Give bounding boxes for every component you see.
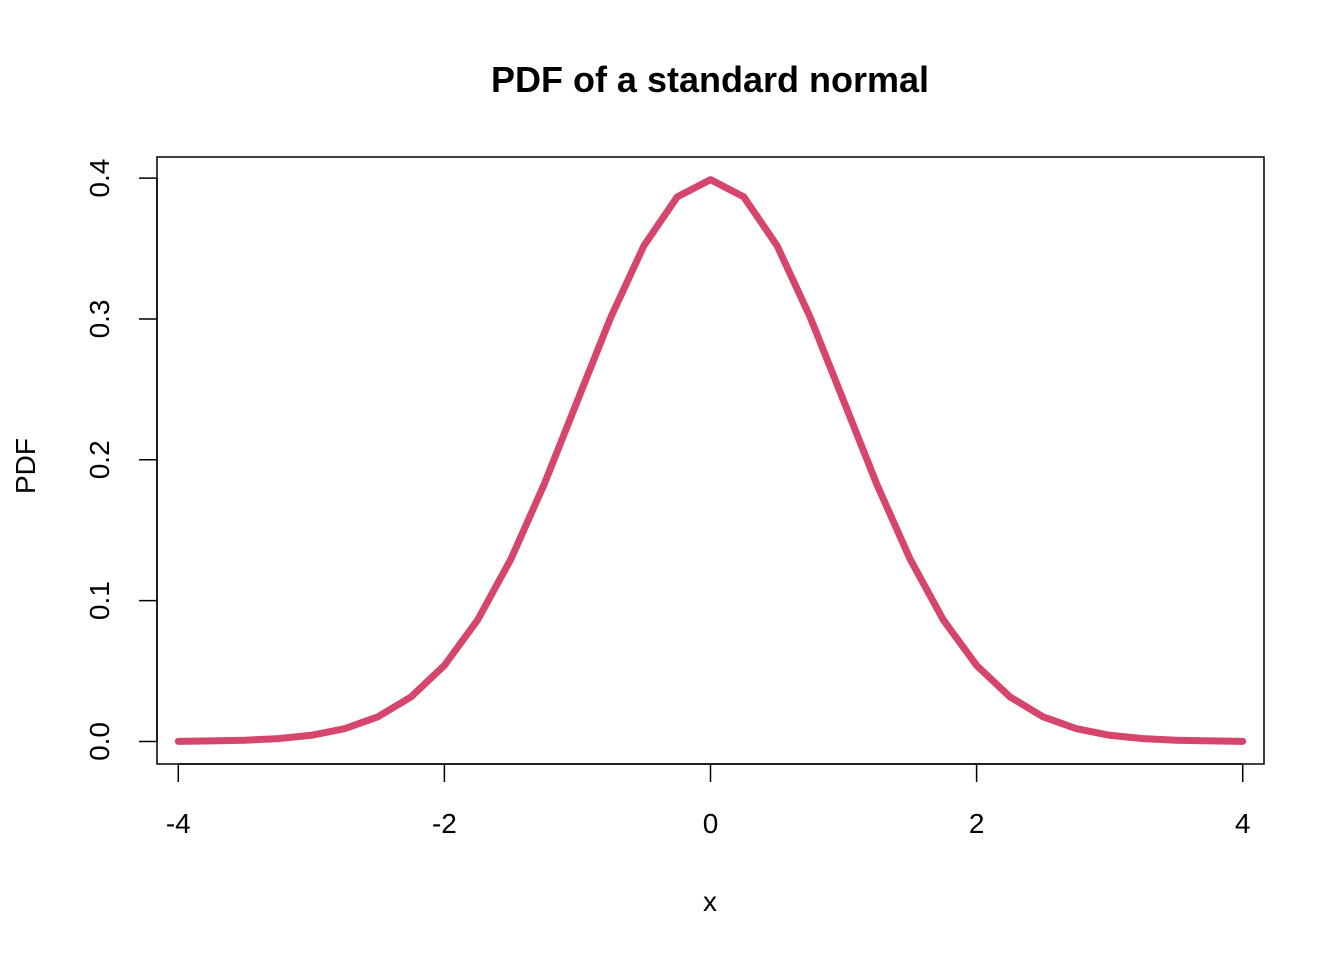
series-layer <box>174 176 1247 745</box>
x-tick-label: 2 <box>969 808 985 839</box>
x-tick-label: -4 <box>166 808 191 839</box>
y-tick-label: 0.4 <box>84 159 115 198</box>
x-tick-label: 4 <box>1235 808 1251 839</box>
x-axis: -4 -2 0 2 4 <box>166 763 1251 839</box>
x-tick-label: -2 <box>432 808 457 839</box>
y-tick-label: 0.2 <box>84 440 115 479</box>
series-line <box>174 176 1247 745</box>
chart-title: PDF of a standard normal <box>491 59 929 100</box>
y-tick-label: 0.1 <box>84 581 115 620</box>
y-axis-label: PDF <box>10 438 41 494</box>
y-tick-label: 0.3 <box>84 299 115 338</box>
y-axis: 0.0 0.1 0.2 0.3 0.4 <box>84 159 158 761</box>
y-tick-label: 0.0 <box>84 722 115 761</box>
x-axis-label: x <box>703 886 717 917</box>
x-tick-label: 0 <box>703 808 719 839</box>
